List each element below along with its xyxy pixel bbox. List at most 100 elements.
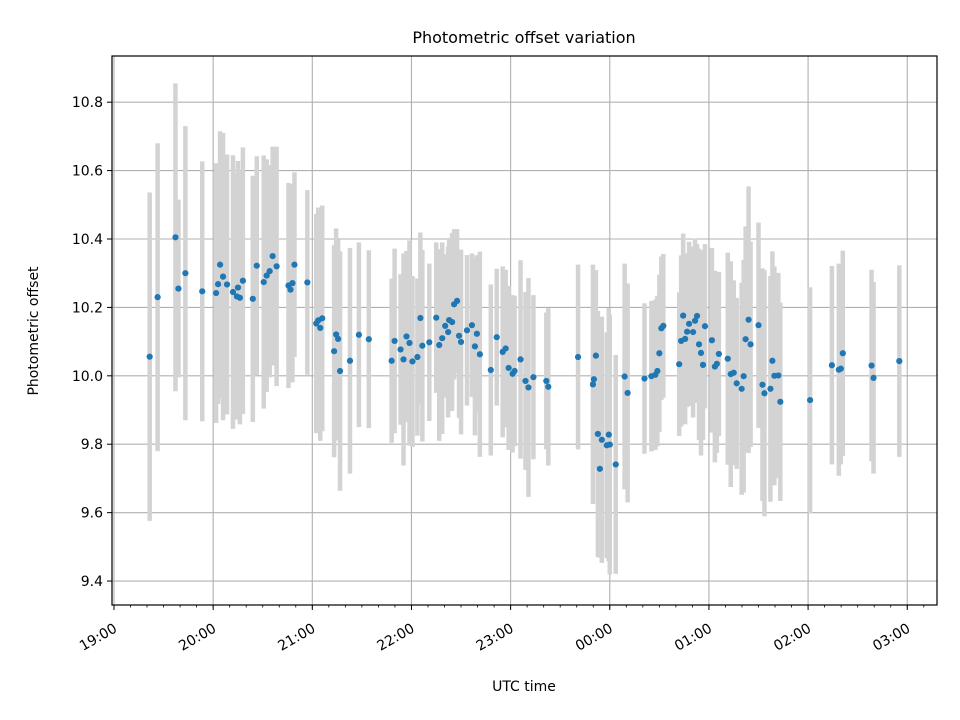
data-point xyxy=(701,323,709,330)
data-point xyxy=(742,336,749,343)
data-point xyxy=(388,357,395,364)
data-point xyxy=(699,361,707,368)
data-point xyxy=(304,279,311,286)
data-point xyxy=(439,335,446,342)
data-point xyxy=(334,335,342,342)
data-point xyxy=(234,284,242,291)
data-point xyxy=(606,441,613,448)
data-point xyxy=(759,381,766,388)
data-point xyxy=(502,345,509,352)
data-point xyxy=(175,285,182,292)
data-point xyxy=(590,376,598,383)
data-point xyxy=(686,320,693,327)
data-point xyxy=(449,319,456,326)
data-point xyxy=(689,328,697,336)
data-point xyxy=(442,322,449,329)
data-point xyxy=(676,361,683,368)
y-tick-label: 9.8 xyxy=(81,437,103,453)
data-point xyxy=(471,343,479,350)
data-point xyxy=(543,377,550,385)
data-point xyxy=(317,324,324,332)
data-point xyxy=(146,353,153,360)
data-point xyxy=(517,356,524,363)
data-point xyxy=(656,350,663,357)
data-point xyxy=(273,263,280,270)
data-point xyxy=(419,342,426,349)
y-axis-label: Photometric offset xyxy=(26,266,42,396)
data-point xyxy=(249,295,256,302)
data-point xyxy=(691,317,699,324)
data-point xyxy=(487,366,494,374)
data-point xyxy=(219,273,227,280)
data-point xyxy=(868,362,875,369)
data-point xyxy=(738,385,745,392)
data-point xyxy=(511,367,518,375)
data-point xyxy=(199,288,206,295)
data-point xyxy=(530,374,537,381)
data-point xyxy=(346,357,354,364)
data-point xyxy=(621,373,628,380)
data-point xyxy=(269,253,276,260)
data-point xyxy=(463,327,471,334)
data-point xyxy=(453,297,461,305)
data-point xyxy=(745,316,752,323)
data-point xyxy=(417,314,424,322)
y-tick-label: 10.2 xyxy=(72,300,103,316)
y-tick-label: 10.6 xyxy=(72,164,103,180)
data-point xyxy=(896,358,903,365)
data-point xyxy=(806,397,814,404)
data-point xyxy=(545,383,552,390)
data-point xyxy=(336,367,344,375)
data-point xyxy=(775,372,782,379)
data-point xyxy=(682,335,689,342)
data-point xyxy=(761,390,768,397)
data-point xyxy=(287,286,294,293)
data-point xyxy=(253,262,260,269)
data-point xyxy=(455,332,463,339)
data-point xyxy=(708,337,716,344)
data-point xyxy=(755,322,762,329)
data-point xyxy=(365,336,372,343)
data-point xyxy=(730,369,737,376)
data-point xyxy=(236,294,244,301)
data-point xyxy=(468,322,476,329)
data-point xyxy=(715,350,722,358)
data-point xyxy=(693,312,701,320)
y-tick-label: 10.4 xyxy=(72,232,103,248)
data-point xyxy=(263,272,270,279)
data-point xyxy=(769,357,776,364)
data-point xyxy=(473,330,481,337)
data-point xyxy=(767,385,774,392)
data-point xyxy=(400,356,407,363)
data-point xyxy=(433,314,440,321)
data-point xyxy=(747,341,754,348)
data-point xyxy=(216,261,224,268)
data-point xyxy=(239,277,246,284)
y-axis: 9.4 9.6 9.8 10.0 10.2 10.4 10.6 10.8 xyxy=(72,95,112,590)
plot-area-frame xyxy=(111,55,938,606)
y-tick-label: 10.0 xyxy=(72,369,103,385)
data-point xyxy=(291,261,298,268)
data-point xyxy=(839,350,846,357)
data-point xyxy=(409,358,416,365)
data-point xyxy=(414,353,421,361)
data-point xyxy=(426,339,433,346)
data-point xyxy=(870,374,877,381)
data-point xyxy=(592,352,599,359)
data-point xyxy=(680,312,687,319)
y-tick-label: 9.4 xyxy=(81,574,103,590)
data-point xyxy=(476,351,483,358)
data-point xyxy=(684,328,691,335)
data-point xyxy=(493,334,500,341)
data-point xyxy=(695,341,703,348)
data-point xyxy=(713,360,720,367)
data-point xyxy=(406,339,413,347)
data-point xyxy=(837,365,844,372)
data-point xyxy=(605,431,612,438)
data-point xyxy=(457,338,465,346)
data-point xyxy=(697,349,705,357)
data-point xyxy=(828,362,835,369)
data-point xyxy=(355,331,363,338)
y-tick-label: 9.6 xyxy=(81,506,103,522)
data-point xyxy=(574,353,582,361)
